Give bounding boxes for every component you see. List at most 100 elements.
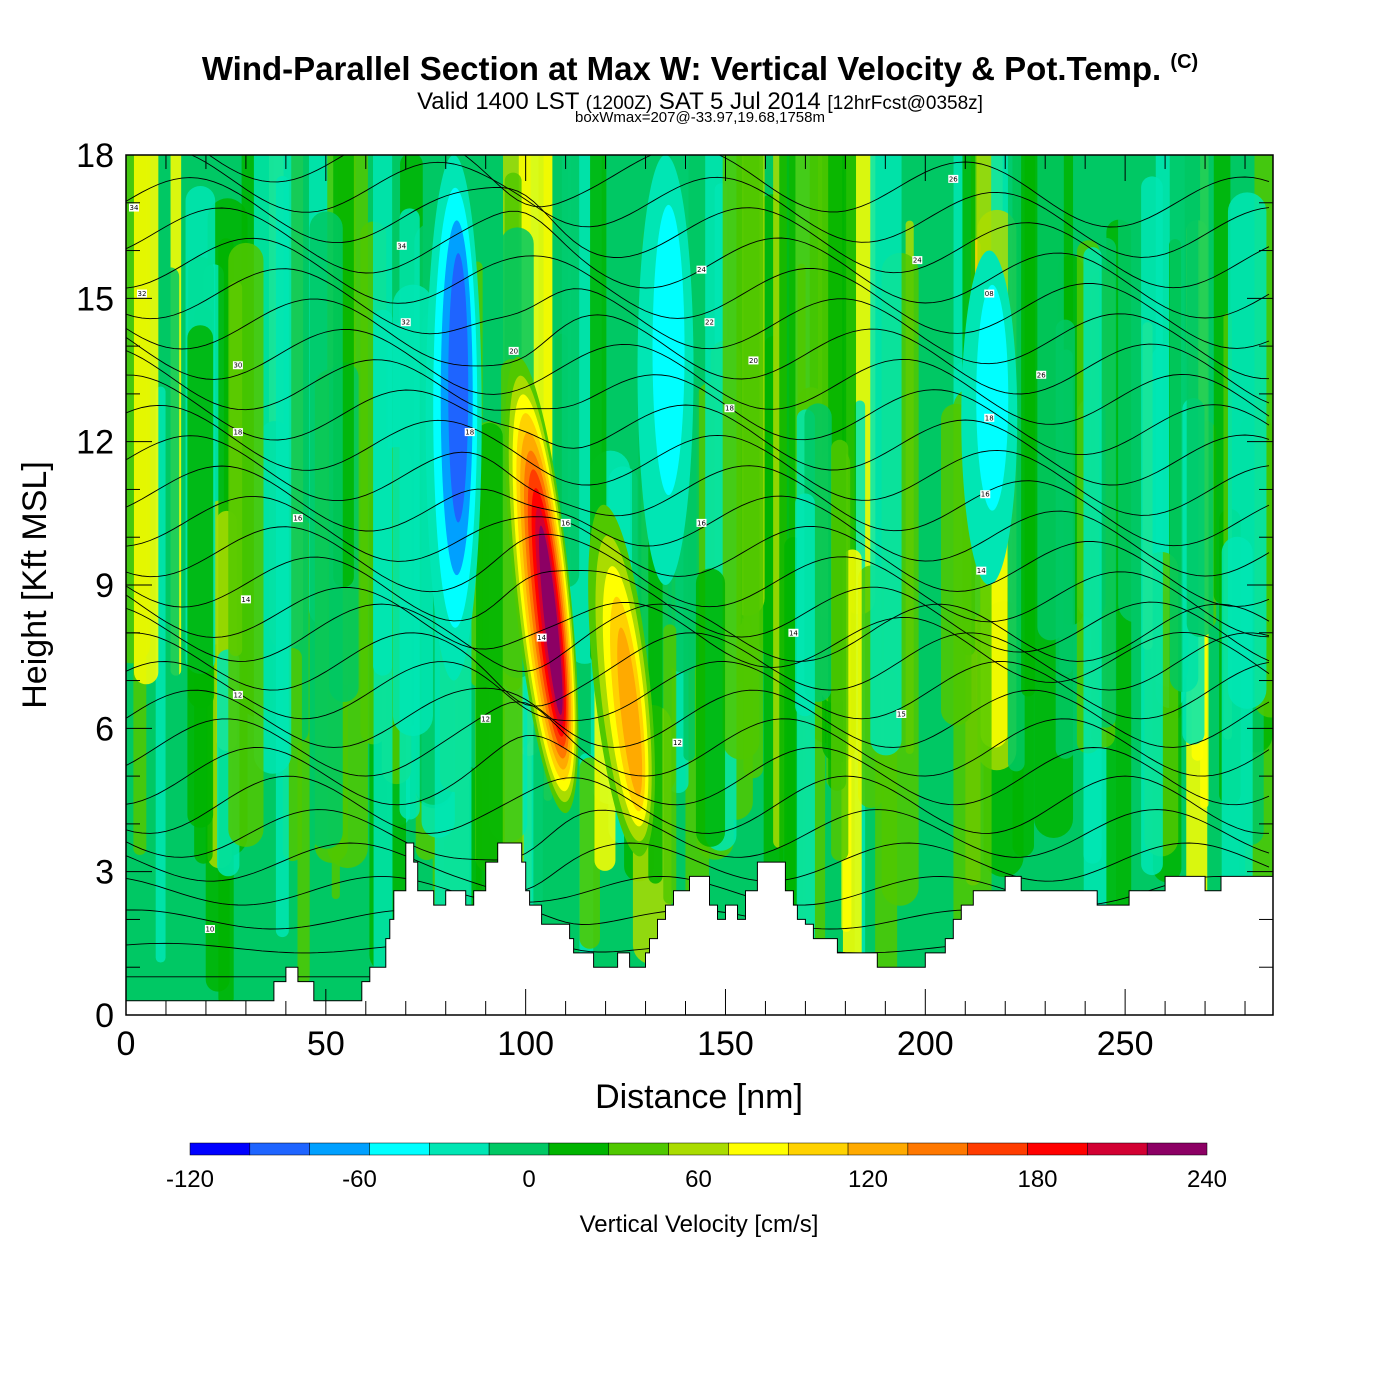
velocity-band	[1037, 155, 1064, 641]
y-tick-label: 12	[76, 424, 114, 462]
contour-label-bg	[896, 710, 907, 718]
theta-contour-line	[126, 661, 1270, 722]
contour-label-bg	[232, 690, 243, 699]
colorbar-swatch	[189, 1142, 251, 1156]
contour-label-bg	[1036, 370, 1047, 379]
contour-label-bg	[232, 428, 243, 437]
colorbar-tick-label: 0	[522, 1166, 535, 1193]
contour-label: 08	[985, 290, 994, 298]
contour-label: 12	[673, 739, 682, 747]
updraft-core	[538, 525, 563, 715]
contour-label-bg	[948, 174, 959, 183]
title-text: Wind-Parallel Section at Max W: Vertical…	[201, 50, 1162, 87]
valid-forecast: [12hrFcst@0358z]	[827, 93, 983, 114]
velocity-band	[722, 155, 760, 760]
contour-label: 14	[241, 596, 250, 604]
valid-time-line: Valid 1400 LST (1200Z) SAT 5 Jul 2014 [1…	[0, 88, 1400, 116]
theta-contour-line	[126, 701, 1270, 777]
theta-contour-line	[126, 556, 1270, 662]
velocity-band	[1141, 176, 1163, 876]
theta-contour-line	[126, 687, 1270, 748]
contour-label: 24	[913, 257, 922, 265]
contour-label-bg	[396, 241, 407, 250]
velocity-band	[1021, 155, 1036, 697]
colorbar-swatch	[548, 1142, 610, 1156]
contour-label: 16	[981, 491, 990, 499]
theta-contour-line	[126, 328, 1270, 425]
theta-contour-line	[126, 842, 1270, 893]
box-wmax-line: boxWmax=207@-33.97,19.68,1758m	[575, 109, 825, 126]
colorbar-swatch	[488, 1142, 550, 1156]
colorbar-tick-label: -120	[166, 1166, 214, 1193]
copyright-mark: (C)	[1170, 51, 1199, 73]
colorbar-swatch	[728, 1142, 789, 1156]
contour-label: 26	[1037, 371, 1046, 379]
contour-label-bg	[788, 628, 799, 637]
x-tick-label: 50	[307, 1025, 345, 1063]
x-tick-label: 100	[497, 1025, 554, 1063]
colorbar-tick-label: 180	[1017, 1166, 1057, 1193]
contour-label-bg	[464, 428, 475, 437]
contour-label-bg	[696, 265, 707, 274]
velocity-band	[187, 325, 214, 828]
updraft-cores	[425, 155, 1018, 857]
contour-label-bg	[696, 518, 707, 527]
contour-label-bg	[128, 203, 139, 212]
contour-label: 16	[697, 519, 706, 527]
colorbar: -120 -60 0 60 120 180 240	[166, 1142, 1227, 1193]
contour-label: 34	[130, 204, 139, 212]
theta-contour-line	[126, 495, 1270, 607]
valid-utc: (1200Z)	[585, 93, 653, 114]
velocity-band	[1221, 536, 1253, 930]
y-tick-label: 3	[95, 854, 114, 892]
velocity-band	[161, 267, 180, 874]
theta-contour-line	[126, 465, 1270, 577]
contour-label: 26	[949, 175, 958, 183]
colorbar-swatch	[967, 1142, 1028, 1156]
contour-label: 14	[537, 634, 546, 642]
velocity-band	[133, 155, 159, 685]
velocity-band	[373, 155, 393, 676]
contour-label: 18	[725, 405, 734, 413]
velocity-band	[663, 624, 677, 904]
contour-label: 18	[985, 414, 994, 422]
chart-title: Wind-Parallel Section at Max W: Vertical…	[0, 50, 1400, 88]
contour-label-bg	[672, 738, 683, 747]
contour-label-bg	[560, 518, 571, 527]
contour-label-bg	[724, 404, 735, 413]
colorbar-swatch	[668, 1142, 729, 1156]
contour-label-bg	[508, 346, 519, 355]
x-tick-label: 250	[1097, 1025, 1154, 1063]
contour-label: 14	[977, 567, 986, 575]
theta-contour-line	[126, 603, 1270, 672]
colorbar-tick-label: 120	[848, 1166, 888, 1193]
x-axis-label: Distance [nm]	[595, 1078, 803, 1116]
contour-label-bg	[240, 595, 251, 604]
colorbar-swatch	[1146, 1142, 1208, 1156]
contour-label-bg	[976, 566, 987, 575]
theta-contour-line	[126, 809, 1270, 861]
terrain-mask	[126, 842, 1273, 1015]
theta-contour-line	[126, 435, 1270, 547]
colorbar-swatch	[847, 1142, 909, 1156]
colorbar-swatch	[608, 1142, 669, 1156]
colorbar-swatch	[1027, 1142, 1088, 1156]
theta-contour-line	[126, 237, 1270, 349]
y-tick-label: 6	[95, 710, 114, 748]
velocity-band	[1007, 155, 1025, 772]
contour-label-bg	[232, 361, 243, 370]
contour-label-bg	[536, 633, 547, 642]
contour-label: 10	[205, 926, 214, 934]
contour-label: 34	[397, 242, 406, 250]
colorbar-tick-label: -60	[342, 1166, 377, 1193]
contour-label-bg	[912, 256, 923, 265]
colorbar-tick-label: 240	[1187, 1166, 1227, 1193]
valid-date: SAT 5 Jul 2014	[658, 88, 821, 115]
contour-label-bg	[984, 413, 995, 422]
valid-prefix: Valid 1400 LST	[417, 88, 579, 115]
downdraft-core	[448, 253, 469, 523]
axis-ticks	[126, 155, 1273, 1015]
colorbar-swatch	[907, 1142, 968, 1156]
y-tick-label: 15	[76, 280, 114, 318]
axis-tick-labels: 0 50 100 150 200 250 0 3 6 9 12 15 18	[76, 137, 1153, 1063]
